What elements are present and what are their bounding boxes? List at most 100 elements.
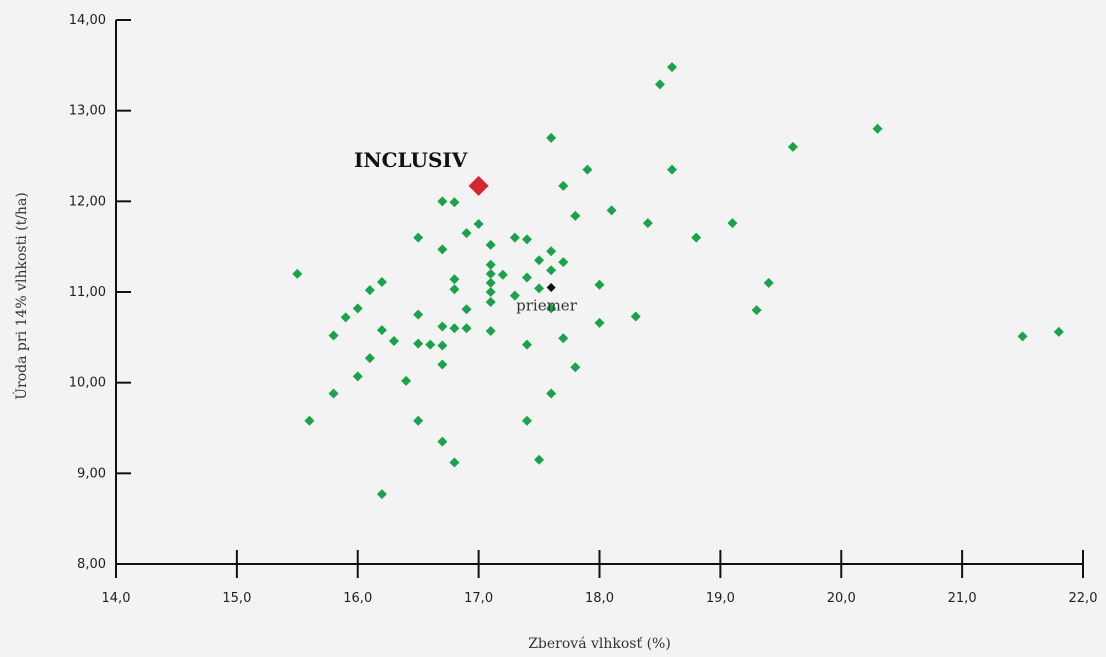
y-tick-label: 13,00: [69, 104, 106, 119]
data-points: [292, 62, 1064, 500]
data-point: [437, 340, 448, 351]
data-point: [630, 311, 641, 322]
x-tick-label: 22,0: [1069, 591, 1098, 606]
x-tick-label: 17,0: [464, 591, 493, 606]
data-point: [340, 312, 351, 323]
data-point: [437, 436, 448, 447]
data-point: [521, 272, 532, 283]
data-point: [376, 277, 387, 288]
data-point: [691, 232, 702, 243]
data-point: [594, 317, 605, 328]
data-point: [401, 375, 412, 386]
data-point: [449, 457, 460, 468]
highlight-point-group: INCLUSIV: [354, 148, 489, 196]
data-point: [352, 303, 363, 314]
x-tick-label: 16,0: [343, 591, 372, 606]
axes: [115, 20, 1083, 565]
data-point: [654, 79, 665, 90]
y-tick-label: 12,00: [69, 194, 106, 209]
data-point: [389, 335, 400, 346]
reference-point-group: priemer: [516, 282, 578, 314]
data-point: [546, 265, 557, 276]
data-point: [751, 305, 762, 316]
data-point: [352, 371, 363, 382]
data-point: [727, 218, 738, 229]
data-point: [534, 283, 545, 294]
data-point: [437, 196, 448, 207]
y-tick-label: 11,00: [69, 285, 106, 300]
data-point: [364, 285, 375, 296]
x-tick-label: 14,0: [102, 591, 131, 606]
data-point: [546, 388, 557, 399]
data-point: [546, 132, 557, 143]
data-point: [667, 62, 678, 73]
y-axis-title: Úroda pri 14% vlhkosti (t/ha): [12, 192, 30, 400]
data-point: [558, 333, 569, 344]
y-axis-ticks: 8,00 9,00 10,00 11,00 12,00 13,00 14,00: [69, 13, 131, 572]
data-point: [787, 141, 798, 152]
x-tick-label: 18,0: [585, 591, 614, 606]
data-point: [437, 359, 448, 370]
x-axis-title: Zberová vlhkosť (%): [528, 636, 671, 652]
data-point: [534, 255, 545, 266]
data-point: [425, 339, 436, 350]
data-point: [570, 362, 581, 373]
x-axis-ticks: 14,0 15,0 16,0 17,0 18,0 19,0 20,0 21,0 22,0: [102, 550, 1098, 606]
data-point: [509, 290, 520, 301]
data-point: [449, 284, 460, 295]
data-point: [449, 274, 460, 285]
data-point: [449, 197, 460, 208]
data-point: [485, 239, 496, 250]
data-point: [667, 164, 678, 175]
data-point: [1053, 326, 1064, 337]
y-tick-label: 10,00: [69, 376, 106, 391]
data-point: [1017, 331, 1028, 342]
data-point: [763, 277, 774, 288]
data-point: [485, 325, 496, 336]
data-point: [461, 304, 472, 315]
data-point: [534, 454, 545, 465]
data-point: [497, 269, 508, 280]
y-tick-label: 8,00: [77, 557, 106, 572]
x-tick-label: 15,0: [222, 591, 251, 606]
data-point: [606, 205, 617, 216]
highlight-label: INCLUSIV: [354, 148, 468, 172]
data-point: [461, 228, 472, 239]
x-tick-label: 21,0: [948, 591, 977, 606]
data-point: [570, 210, 581, 221]
data-point: [546, 246, 557, 257]
data-point: [642, 218, 653, 229]
data-point: [509, 232, 520, 243]
data-point: [437, 321, 448, 332]
data-point: [546, 303, 557, 314]
reference-point: [546, 282, 556, 292]
data-point: [304, 415, 315, 426]
data-point: [292, 268, 303, 279]
data-point: [558, 257, 569, 268]
data-point: [437, 244, 448, 255]
data-point: [376, 325, 387, 336]
highlight-point: [468, 175, 489, 196]
data-point: [364, 353, 375, 364]
data-point: [328, 330, 339, 341]
data-point: [376, 489, 387, 500]
data-point: [413, 309, 424, 320]
data-point: [558, 180, 569, 191]
x-tick-label: 20,0: [827, 591, 856, 606]
data-point: [413, 415, 424, 426]
data-point: [461, 323, 472, 334]
data-point: [485, 259, 496, 270]
data-point: [582, 164, 593, 175]
x-tick-label: 19,0: [706, 591, 735, 606]
data-point: [413, 232, 424, 243]
data-point: [413, 338, 424, 349]
data-point: [594, 279, 605, 290]
data-point: [485, 277, 496, 288]
data-point: [521, 339, 532, 350]
data-point: [521, 234, 532, 245]
data-point: [521, 415, 532, 426]
data-point: [485, 287, 496, 297]
data-point: [872, 123, 883, 134]
data-point: [328, 388, 339, 399]
